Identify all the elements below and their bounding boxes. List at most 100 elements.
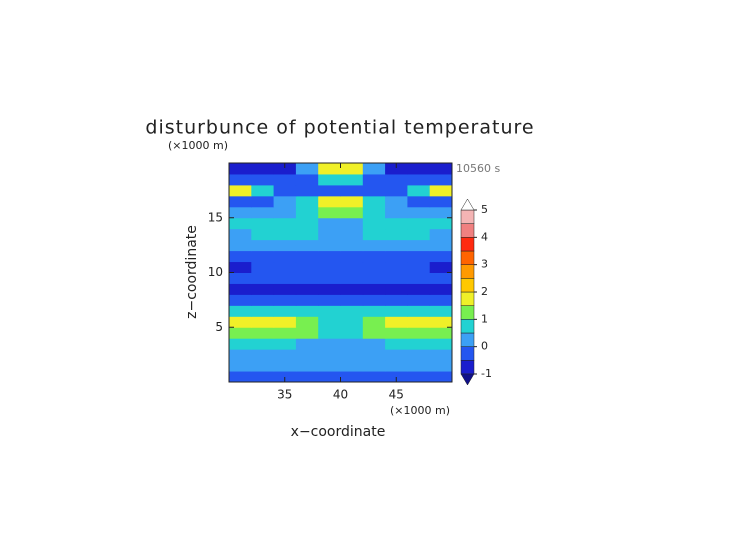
- contour-cell: [385, 316, 408, 328]
- contour-cell: [273, 184, 297, 197]
- contour-cell: [318, 316, 341, 328]
- contour-cell: [340, 272, 364, 284]
- contour-cell: [229, 239, 252, 252]
- contour-cell: [362, 173, 386, 186]
- contour-cell: [251, 371, 275, 383]
- contour-cell: [251, 338, 275, 350]
- contour-cell: [229, 283, 252, 295]
- contour-cell: [295, 250, 319, 263]
- contour-cell: [385, 250, 408, 263]
- contour-cell: [251, 163, 275, 175]
- colorbar-segment: [460, 278, 475, 293]
- contour-cell: [362, 349, 386, 361]
- contour-cell: [340, 239, 364, 252]
- x-tick-label: 35: [277, 388, 292, 402]
- contour-cell: [229, 228, 252, 241]
- contour-cell: [318, 338, 341, 350]
- contour-cell: [295, 184, 319, 197]
- colorbar-tick-label: 4: [481, 230, 488, 243]
- contour-cell: [295, 163, 319, 175]
- contour-cell: [362, 327, 386, 339]
- contour-cell: [362, 228, 386, 241]
- colorbar-segment: [460, 346, 475, 361]
- contour-cell: [385, 217, 408, 230]
- contour-cell: [340, 184, 364, 197]
- contour-cell: [362, 360, 386, 372]
- contour-cell: [340, 305, 364, 317]
- contour-cell: [385, 272, 408, 284]
- contour-cell: [295, 272, 319, 284]
- contour-cell: [362, 195, 386, 208]
- contour-cell: [318, 305, 341, 317]
- contour-cell: [273, 228, 297, 241]
- contour-cell: [273, 250, 297, 263]
- contour-cell: [229, 338, 252, 350]
- contour-cell: [429, 261, 453, 273]
- contour-cell: [318, 349, 341, 361]
- contour-cell: [295, 305, 319, 317]
- contour-cell: [429, 217, 453, 230]
- contour-cell: [251, 206, 275, 219]
- x-tick-label: 40: [333, 388, 348, 402]
- colorbar-tick-label: 0: [481, 340, 488, 353]
- contour-cell: [385, 349, 408, 361]
- contour-cell: [385, 283, 408, 295]
- contour-cell: [295, 294, 319, 306]
- contour-cell: [229, 294, 252, 306]
- contour-cell: [251, 360, 275, 372]
- contour-cell: [229, 305, 252, 317]
- contour-cell: [318, 163, 341, 175]
- contour-cell: [273, 305, 297, 317]
- contour-cell: [229, 184, 252, 197]
- colorbar-segment: [460, 291, 475, 306]
- contour-cell: [318, 250, 341, 263]
- x-axis-label: x−coordinate: [291, 424, 386, 440]
- contour-cell: [429, 206, 453, 219]
- contour-cell: [251, 173, 275, 186]
- colorbar-segment: [460, 305, 475, 320]
- contour-cell: [429, 228, 453, 241]
- contour-cell: [273, 283, 297, 295]
- contour-cell: [318, 184, 341, 197]
- contour-cell: [295, 327, 319, 339]
- contour-cell: [273, 360, 297, 372]
- contour-cell: [340, 316, 364, 328]
- contour-cell: [273, 217, 297, 230]
- contour-cell: [429, 360, 453, 372]
- contour-cell: [251, 239, 275, 252]
- contour-cell: [385, 360, 408, 372]
- colorbar-segment: [460, 237, 475, 252]
- contour-cell: [429, 371, 453, 383]
- colorbar-segment: [460, 209, 475, 224]
- contour-cell: [318, 360, 341, 372]
- contour-cell: [407, 283, 431, 295]
- contour-cell: [362, 217, 386, 230]
- colorbar-over: [460, 198, 475, 211]
- contour-cell: [251, 316, 275, 328]
- contour-cell: [229, 349, 252, 361]
- contour-cell: [295, 239, 319, 252]
- contour-cell: [273, 316, 297, 328]
- contour-cell: [273, 349, 297, 361]
- contour-cell: [340, 261, 364, 273]
- contour-cell: [429, 184, 453, 197]
- contour-cell: [295, 217, 319, 230]
- colorbar-segment: [460, 319, 475, 334]
- contour-cell: [407, 338, 431, 350]
- contour-cell: [273, 239, 297, 252]
- contour-cell: [318, 294, 341, 306]
- contour-cell: [318, 173, 341, 186]
- contour-cell: [251, 294, 275, 306]
- contour-cell: [362, 261, 386, 273]
- contour-cell: [385, 195, 408, 208]
- contour-cell: [229, 327, 252, 339]
- contour-cell: [429, 305, 453, 317]
- contour-cell: [429, 272, 453, 284]
- contour-cell: [318, 283, 341, 295]
- contour-cell: [295, 338, 319, 350]
- y-tick-label: 5: [215, 320, 223, 334]
- colorbar-segment: [460, 264, 475, 279]
- contour-cell: [429, 316, 453, 328]
- contour-cell: [362, 184, 386, 197]
